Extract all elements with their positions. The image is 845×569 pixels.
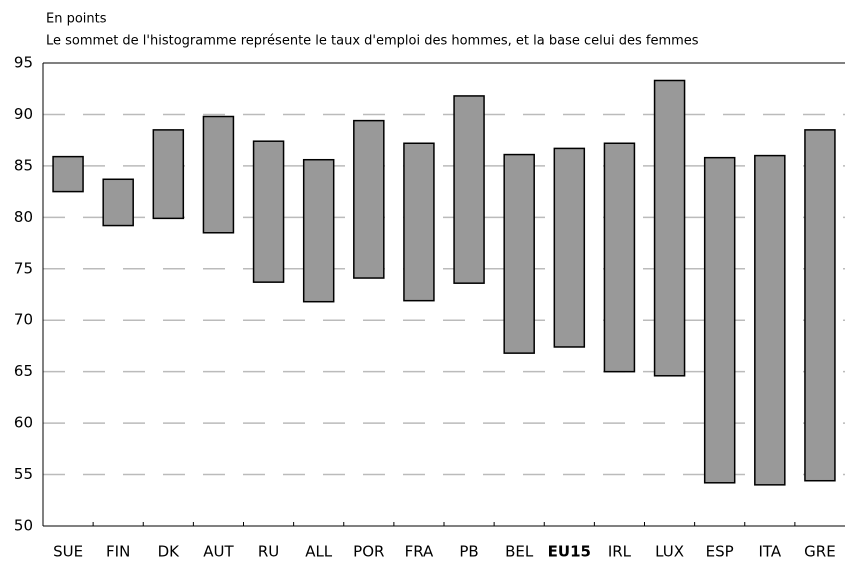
chart-title: En points (46, 12, 107, 27)
y-tick-label: 60 (14, 414, 33, 432)
bar (603, 142, 636, 373)
x-tick-label: ALL (305, 543, 333, 561)
bar (503, 153, 535, 354)
y-tick-label: 95 (14, 54, 33, 72)
x-tick-label: EU15 (548, 543, 591, 561)
y-tick-label: 90 (14, 105, 33, 123)
y-tick-label: 85 (14, 156, 33, 174)
x-tick-label: POR (353, 543, 384, 561)
bar (152, 129, 185, 220)
chart-subtitle: Le sommet de l'histogramme représente le… (46, 34, 699, 49)
x-tick-label: LUX (655, 543, 684, 561)
bar (302, 158, 335, 303)
y-tick-label: 55 (14, 465, 33, 483)
x-tick-label: PB (459, 543, 478, 561)
x-tick-label: DK (158, 543, 181, 561)
y-tick-label: 50 (14, 517, 33, 535)
x-tick-label: SUE (53, 543, 83, 561)
bar (754, 154, 786, 486)
x-tick-label: GRE (804, 543, 836, 561)
x-tick-label: ITA (758, 543, 781, 561)
bar (252, 140, 285, 283)
bar (52, 155, 84, 193)
bar (703, 156, 736, 484)
bar (804, 129, 836, 482)
bar (403, 142, 435, 302)
x-tick-label: FRA (405, 543, 434, 561)
y-tick-label: 80 (14, 208, 33, 226)
bar (202, 115, 235, 234)
bar (453, 95, 485, 284)
x-tick-label: FIN (106, 543, 130, 561)
bar (553, 147, 586, 348)
x-tick-label: AUT (203, 543, 234, 561)
y-tick-label: 65 (14, 362, 33, 380)
bar (653, 79, 686, 377)
y-tick-label: 75 (14, 259, 33, 277)
x-tick-label: ESP (706, 543, 734, 561)
x-tick-label: BEL (505, 543, 534, 561)
x-tick-label: IRL (608, 543, 632, 561)
y-tick-label: 70 (14, 311, 33, 329)
bar (353, 119, 385, 279)
x-tick-label: RU (258, 543, 279, 561)
bar (102, 178, 134, 227)
